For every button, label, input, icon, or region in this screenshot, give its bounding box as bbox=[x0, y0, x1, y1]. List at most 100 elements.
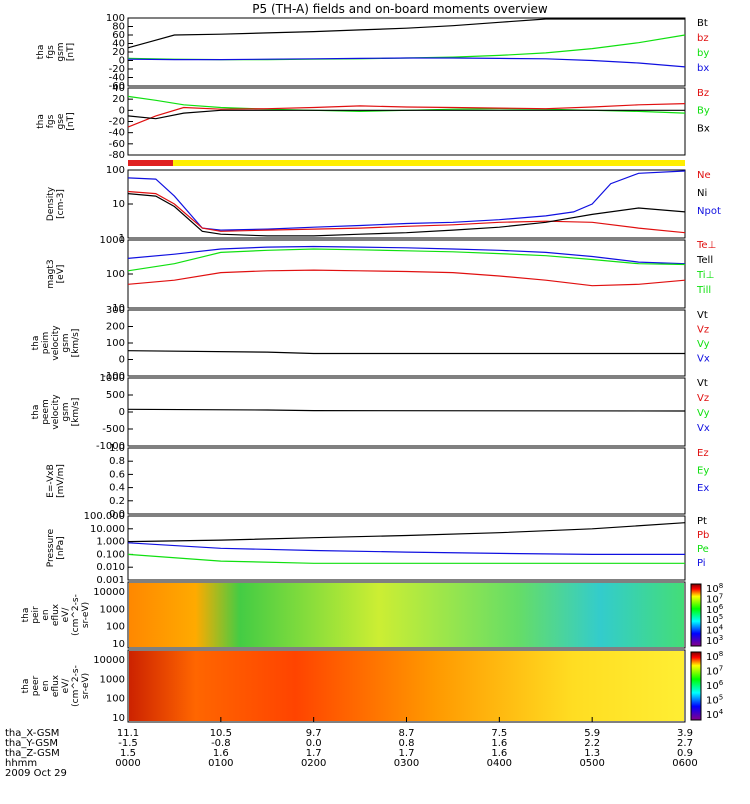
y-axis-label: [nT] bbox=[66, 112, 76, 130]
legend-entry: Ex bbox=[697, 483, 709, 494]
y-axis-label: en bbox=[41, 609, 51, 620]
x-tick-label: 0.0 bbox=[306, 738, 322, 749]
legend-entry: Bz bbox=[697, 88, 709, 99]
y-tick-label: 1 bbox=[119, 233, 125, 244]
y-tick-label: 10 bbox=[112, 199, 125, 210]
legend-entry: Vy bbox=[697, 408, 710, 419]
x-tick-label: 1.7 bbox=[399, 748, 415, 759]
y-axis-label: eflux bbox=[51, 603, 61, 626]
y-tick-label: -100 bbox=[102, 371, 125, 382]
y-tick-label: 100 bbox=[106, 269, 125, 280]
y-axis-label: tha bbox=[21, 608, 31, 623]
y-axis-label: velocity bbox=[51, 394, 61, 430]
y-tick-label: 300 bbox=[106, 305, 125, 316]
x-tick-label: 2.7 bbox=[677, 738, 693, 749]
x-tick-label: 1.5 bbox=[120, 748, 136, 759]
legend-entry: Bx bbox=[697, 123, 710, 134]
y-axis-label: fgs bbox=[46, 114, 56, 128]
mode-bar-red bbox=[128, 160, 173, 166]
y-tick-label: 0.2 bbox=[109, 496, 125, 507]
y-tick-label: 500 bbox=[106, 390, 125, 401]
y-tick-label: -1000 bbox=[96, 441, 125, 452]
x-tick-label: 1.6 bbox=[491, 738, 507, 749]
x-tick-label: 1.6 bbox=[491, 748, 507, 759]
y-axis-label: peir bbox=[31, 606, 41, 624]
y-axis-label: peer bbox=[31, 675, 41, 696]
plot-title: P5 (TH-A) fields and on-board moments ov… bbox=[252, 2, 548, 16]
series-line-Ne bbox=[127, 190, 686, 234]
y-tick-label: 1000 bbox=[100, 674, 125, 685]
y-axis-label: magt3 bbox=[46, 259, 56, 288]
series-line-Pt bbox=[127, 522, 686, 543]
y-tick-label: 1.000 bbox=[96, 537, 125, 548]
y-tick-label: 100 bbox=[106, 165, 125, 176]
legend-entry: by bbox=[697, 48, 709, 59]
x-tick-label: 11.1 bbox=[117, 728, 139, 739]
y-tick-label: -40 bbox=[109, 73, 125, 84]
y-axis-label: (cm^2-s- bbox=[71, 594, 81, 636]
legend-entry: Pb bbox=[697, 530, 709, 541]
y-tick-label: 1000 bbox=[100, 604, 125, 615]
y-axis-label: gsm bbox=[61, 333, 71, 352]
series-line-Pi bbox=[127, 542, 685, 555]
y-tick-label: 40 bbox=[112, 39, 125, 50]
series-line-Te bbox=[127, 269, 686, 287]
series-line-Npot bbox=[127, 170, 686, 231]
x-tick-label: -0.8 bbox=[211, 738, 231, 749]
y-tick-label: 100 bbox=[106, 694, 125, 705]
x-tick-label: 0600 bbox=[672, 758, 697, 769]
legend-entry: Ne bbox=[697, 170, 711, 181]
x-tick-label: 1.7 bbox=[306, 748, 322, 759]
panel-5: tha peim velocity gsm [km/s]3002001000-100Vt… bbox=[31, 305, 710, 382]
panel-9: tha peir en eflux eV/(cm^2-s-sr-eV)108107106… bbox=[21, 581, 724, 650]
panel-7: E=-VxB [mV/m] 1.0 0.8 0.6 0.4 0.2 0.0 Ez Ey Ex bbox=[46, 443, 709, 520]
y-axis-label: sr-eV) bbox=[81, 602, 91, 628]
x-axis-row-label: tha_Z-GSM bbox=[5, 748, 60, 759]
y-tick-label: 60 bbox=[112, 30, 125, 41]
colorbar bbox=[690, 651, 702, 721]
y-tick-label: 10000 bbox=[93, 655, 125, 666]
y-axis-label: tha bbox=[21, 679, 31, 694]
y-axis-label: eV/ bbox=[61, 607, 71, 623]
y-axis-label: [mV/m] bbox=[56, 464, 66, 498]
y-tick-label: 1.0 bbox=[109, 443, 125, 454]
y-tick-label: -20 bbox=[109, 117, 125, 128]
y-axis-label: eV/ bbox=[61, 678, 71, 694]
panel-3: Density [cm-3] 100 10 1 Ne Ni Npot bbox=[46, 165, 721, 244]
y-tick-label: 1000 bbox=[100, 373, 125, 384]
y-tick-label: 10000 bbox=[93, 587, 125, 598]
x-tick-label: 9.7 bbox=[306, 728, 322, 739]
y-axis-label: Density bbox=[46, 186, 56, 221]
colorbar-tick: 106 bbox=[706, 679, 724, 692]
legend-entry: Pi bbox=[697, 558, 706, 569]
x-tick-label: 0.8 bbox=[399, 738, 415, 749]
mode-bar-yellow bbox=[173, 160, 685, 166]
legend-entry: Vz bbox=[697, 393, 709, 404]
legend-entry: Pt bbox=[697, 516, 707, 527]
x-tick-label: -1.5 bbox=[118, 738, 138, 749]
y-tick-label: 0.6 bbox=[109, 469, 125, 480]
series-line-Bt bbox=[127, 18, 685, 49]
y-tick-label: 100 bbox=[106, 622, 125, 633]
colorbar-tick: 104 bbox=[706, 708, 724, 721]
x-tick-label: 10.5 bbox=[210, 728, 232, 739]
y-axis-label: [eV] bbox=[56, 265, 66, 284]
y-tick-label: -80 bbox=[109, 150, 125, 161]
series-line-Bz bbox=[127, 103, 686, 128]
legend-entry: bz bbox=[697, 33, 709, 44]
series-line-bx bbox=[127, 57, 686, 68]
legend-entry: Pe bbox=[697, 544, 709, 555]
y-tick-label: -60 bbox=[109, 81, 125, 92]
x-tick-label: 0000 bbox=[115, 758, 140, 769]
y-tick-label: 0.4 bbox=[109, 483, 125, 494]
panel-8: Pressure [nPa] 100.000 10.000 1.0000.100 0.01… bbox=[46, 511, 709, 586]
x-tick-label: 0300 bbox=[394, 758, 419, 769]
panel-1: tha fgs gsm [nT]100806040200-20-40-60Btbzby… bbox=[36, 13, 709, 92]
y-axis-label: velocity bbox=[51, 325, 61, 361]
legend-entry: Ni bbox=[697, 188, 707, 199]
y-tick-label: 20 bbox=[112, 94, 125, 105]
spectrogram bbox=[129, 651, 684, 721]
colorbar-tick: 108 bbox=[706, 650, 723, 663]
